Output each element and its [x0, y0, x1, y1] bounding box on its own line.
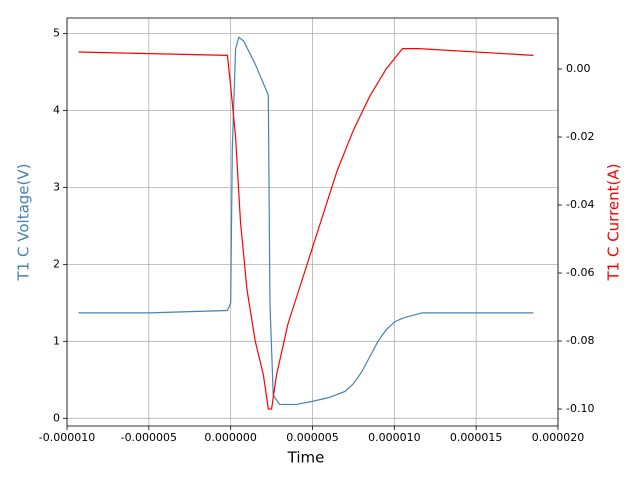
y-tick-label: 3 [53, 180, 60, 193]
y-tick-label: 5 [53, 26, 60, 39]
y-tick-label: 4 [53, 103, 60, 116]
y2-tick-label: -0.04 [566, 198, 594, 211]
x-tick-label: 0.000020 [532, 431, 585, 444]
x-tick-label: 0.000010 [368, 431, 421, 444]
x-tick-label: 0.000005 [286, 431, 339, 444]
x-tick-label: -0.000010 [39, 431, 95, 444]
y2-tick-label: -0.06 [566, 266, 594, 279]
y2-tick-label: -0.08 [566, 334, 594, 347]
y-tick-label: 0 [53, 411, 60, 424]
plot-frame [66, 17, 559, 427]
y2-tick-label: -0.02 [566, 130, 594, 143]
data-line [78, 48, 534, 410]
x-tick-label: 0.000000 [204, 431, 257, 444]
y2-tick-label: -0.10 [566, 402, 594, 415]
y2-axis-label: T1 C Current(A) [605, 163, 623, 281]
y2-tick-label: 0.00 [566, 62, 591, 75]
x-tick-label: 0.000015 [450, 431, 503, 444]
x-tick-label: -0.000005 [121, 431, 177, 444]
x-axis-label: Time [287, 449, 325, 467]
data-line [78, 36, 534, 406]
y-axis-label: T1 C Voltage(V) [15, 164, 33, 282]
y-tick-label: 2 [53, 257, 60, 270]
y-tick-label: 1 [53, 334, 60, 347]
